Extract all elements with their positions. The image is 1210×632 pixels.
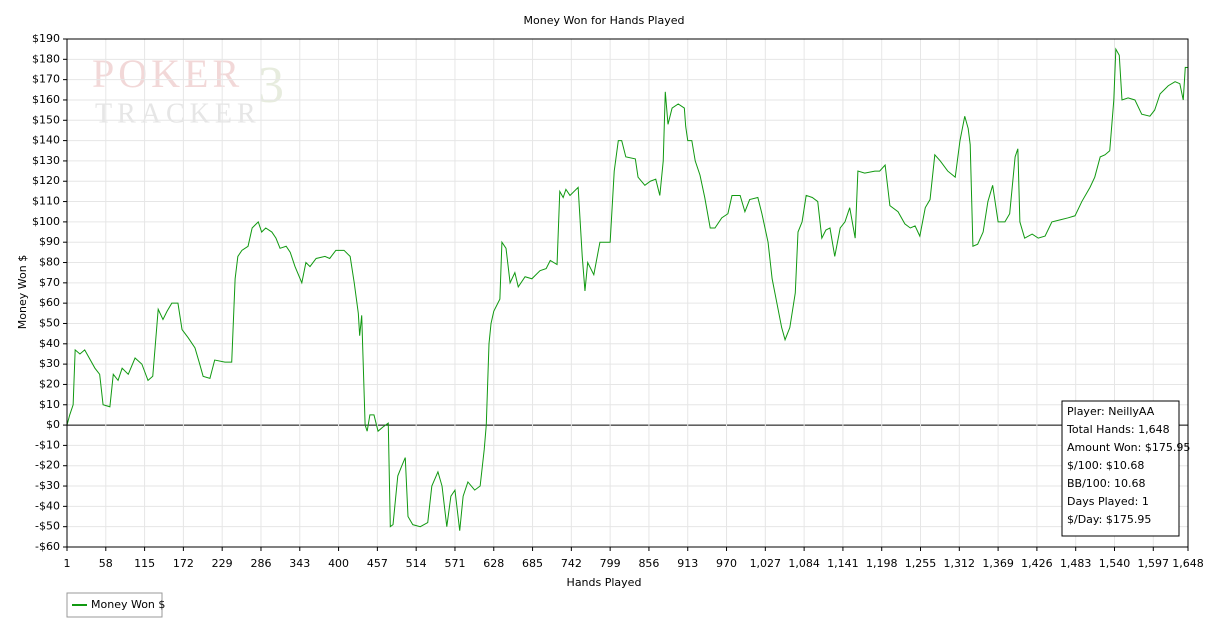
info-line: Total Hands: 1,648 xyxy=(1066,423,1170,436)
y-tick-label: $120 xyxy=(32,174,60,187)
x-tick-label: 286 xyxy=(250,557,271,570)
y-tick-label: $60 xyxy=(39,296,60,309)
x-tick-label: 1,027 xyxy=(750,557,782,570)
y-tick-label: -$10 xyxy=(35,438,60,451)
info-line: $/Day: $175.95 xyxy=(1067,513,1151,526)
y-tick-label: -$50 xyxy=(35,520,60,533)
y-tick-label: $70 xyxy=(39,276,60,289)
info-frame xyxy=(1061,400,1180,537)
x-tick-label: 799 xyxy=(600,557,621,570)
y-tick-label: $90 xyxy=(39,235,60,248)
y-tick-label: $130 xyxy=(32,154,60,167)
x-tick-label: 742 xyxy=(561,557,582,570)
x-tick-label: 1,141 xyxy=(827,557,859,570)
x-tick-label: 172 xyxy=(173,557,194,570)
y-tick-label: $170 xyxy=(32,73,60,86)
legend: Money Won $ xyxy=(66,592,165,618)
x-tick-label: 58 xyxy=(99,557,113,570)
chart-title: Money Won for Hands Played xyxy=(524,14,685,27)
x-tick-label: 685 xyxy=(522,557,543,570)
y-tick-label: $30 xyxy=(39,357,60,370)
x-tick-label: 1,198 xyxy=(866,557,898,570)
x-axis-label: Hands Played xyxy=(567,576,642,589)
x-tick-label: 1,483 xyxy=(1060,557,1092,570)
y-tick-label: $140 xyxy=(32,134,60,147)
y-tick-label: $150 xyxy=(32,113,60,126)
plot-frame xyxy=(66,38,1189,548)
x-tick-label: 856 xyxy=(638,557,659,570)
x-tick-label: 400 xyxy=(328,557,349,570)
x-tick-label: 970 xyxy=(716,557,737,570)
y-tick-label: $20 xyxy=(39,377,60,390)
info-box: Player: NeillyAA Total Hands: 1,648 Amount… xyxy=(1061,400,1190,537)
info-line: Player: NeillyAA xyxy=(1067,405,1155,418)
x-tick-label: 1,597 xyxy=(1138,557,1170,570)
x-tick-label: 1,369 xyxy=(982,557,1014,570)
x-tick-label: 571 xyxy=(444,557,465,570)
x-tick-label: 1 xyxy=(64,557,71,570)
y-tick-label: -$30 xyxy=(35,479,60,492)
watermark: 3 xyxy=(258,57,284,114)
x-tick-label: 343 xyxy=(289,557,310,570)
x-tick-label: 1,084 xyxy=(788,557,820,570)
y-tick-label: $190 xyxy=(32,32,60,45)
y-tick-label: $160 xyxy=(32,93,60,106)
watermark: TRACKER xyxy=(95,98,261,129)
y-tick-label: -$40 xyxy=(35,499,60,512)
y-tick-label: -$60 xyxy=(35,540,60,553)
x-tick-label: 229 xyxy=(212,557,233,570)
x-tick-label: 1,426 xyxy=(1021,557,1053,570)
y-tick-label: $50 xyxy=(39,316,60,329)
series-line xyxy=(66,47,1189,531)
y-tick-label: $100 xyxy=(32,215,60,228)
y-axis-label: Money Won $ xyxy=(16,255,29,329)
y-tick-label: -$20 xyxy=(35,459,60,472)
plot xyxy=(66,47,1189,531)
y-tick-label: $180 xyxy=(32,52,60,65)
y-tick-label: $40 xyxy=(39,337,60,350)
x-tick-label: 457 xyxy=(367,557,388,570)
info-line: Amount Won: $175.95 xyxy=(1067,441,1190,454)
info-line: BB/100: 10.68 xyxy=(1067,477,1146,490)
x-tick-label: 1,255 xyxy=(905,557,937,570)
x-tick-label: 913 xyxy=(677,557,698,570)
y-tick-label: $0 xyxy=(46,418,60,431)
x-tick-label: 115 xyxy=(134,557,155,570)
y-tick-label: $80 xyxy=(39,256,60,269)
watermark: POKER xyxy=(92,51,243,96)
x-tick-label: 1,312 xyxy=(944,557,976,570)
y-tick-label: $110 xyxy=(32,195,60,208)
info-line: Days Played: 1 xyxy=(1067,495,1149,508)
x-tick-label: 628 xyxy=(483,557,504,570)
x-tick-label: 514 xyxy=(406,557,427,570)
x-tick-label: 1,648 xyxy=(1172,557,1204,570)
y-tick-label: $10 xyxy=(39,398,60,411)
x-tick-label: 1,540 xyxy=(1099,557,1131,570)
info-line: $/100: $10.68 xyxy=(1067,459,1144,472)
legend-label: Money Won $ xyxy=(91,598,165,611)
